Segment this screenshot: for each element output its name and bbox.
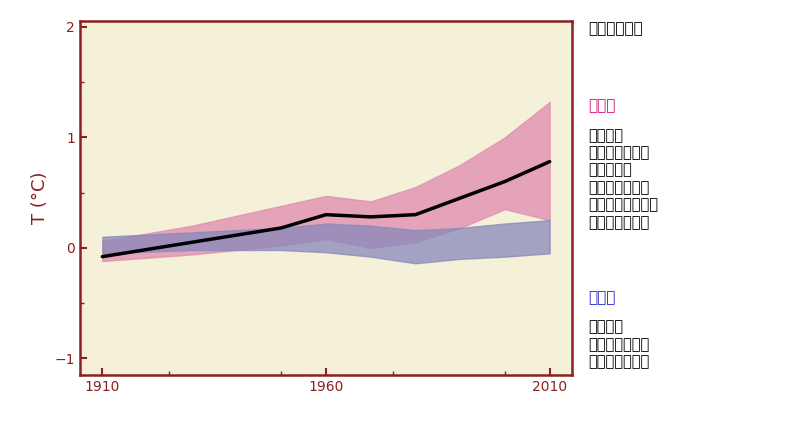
Y-axis label: T (°C): T (°C): [31, 172, 49, 225]
Text: 青帯：: 青帯：: [588, 290, 615, 305]
Text: 黒：観測結果: 黒：観測結果: [588, 21, 642, 36]
Text: 自然要因
（太陽＋火山）
＋人為要因
（温室効果ガス
等）を考慮したシ
ミュレーション: 自然要因 （太陽＋火山） ＋人為要因 （温室効果ガス 等）を考慮したシ ミュレー…: [588, 128, 658, 230]
Text: 赤帯：: 赤帯：: [588, 98, 615, 113]
Text: 自然要因
のみ考慮したシ
ミュレーション: 自然要因 のみ考慮したシ ミュレーション: [588, 320, 650, 369]
